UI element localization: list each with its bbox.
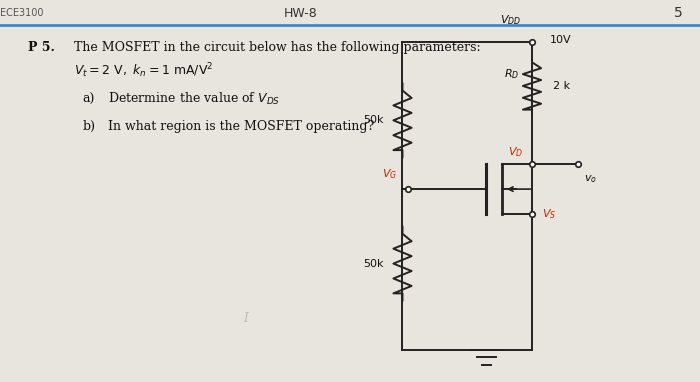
Text: P 5.: P 5. — [28, 41, 55, 54]
Text: $V_D$: $V_D$ — [508, 145, 524, 159]
Text: $v_o$: $v_o$ — [584, 174, 598, 185]
Text: 5: 5 — [673, 6, 682, 20]
Text: ECE3100: ECE3100 — [0, 8, 43, 18]
Text: 50k: 50k — [363, 115, 384, 125]
Text: a): a) — [83, 93, 95, 106]
Text: 10V: 10V — [550, 35, 571, 45]
Text: 2 k: 2 k — [553, 81, 570, 91]
Text: b): b) — [83, 120, 96, 133]
Text: I: I — [243, 312, 247, 325]
Text: In what region is the MOSFET operating?: In what region is the MOSFET operating? — [108, 120, 374, 133]
Text: $R_D$: $R_D$ — [504, 68, 519, 81]
Text: $V_{DD}$: $V_{DD}$ — [500, 13, 522, 27]
Text: Determine the value of $V_{DS}$: Determine the value of $V_{DS}$ — [108, 91, 281, 107]
Text: $V_t = 2\ \mathrm{V},\ k_n = 1\ \mathrm{mA/V^2}$: $V_t = 2\ \mathrm{V},\ k_n = 1\ \mathrm{… — [74, 62, 213, 80]
Text: The MOSFET in the circuit below has the following parameters:: The MOSFET in the circuit below has the … — [74, 41, 480, 54]
Text: HW-8: HW-8 — [284, 7, 318, 20]
Text: $V_G$: $V_G$ — [382, 168, 397, 181]
Text: $V_S$: $V_S$ — [542, 207, 556, 221]
Text: 50k: 50k — [363, 259, 384, 269]
